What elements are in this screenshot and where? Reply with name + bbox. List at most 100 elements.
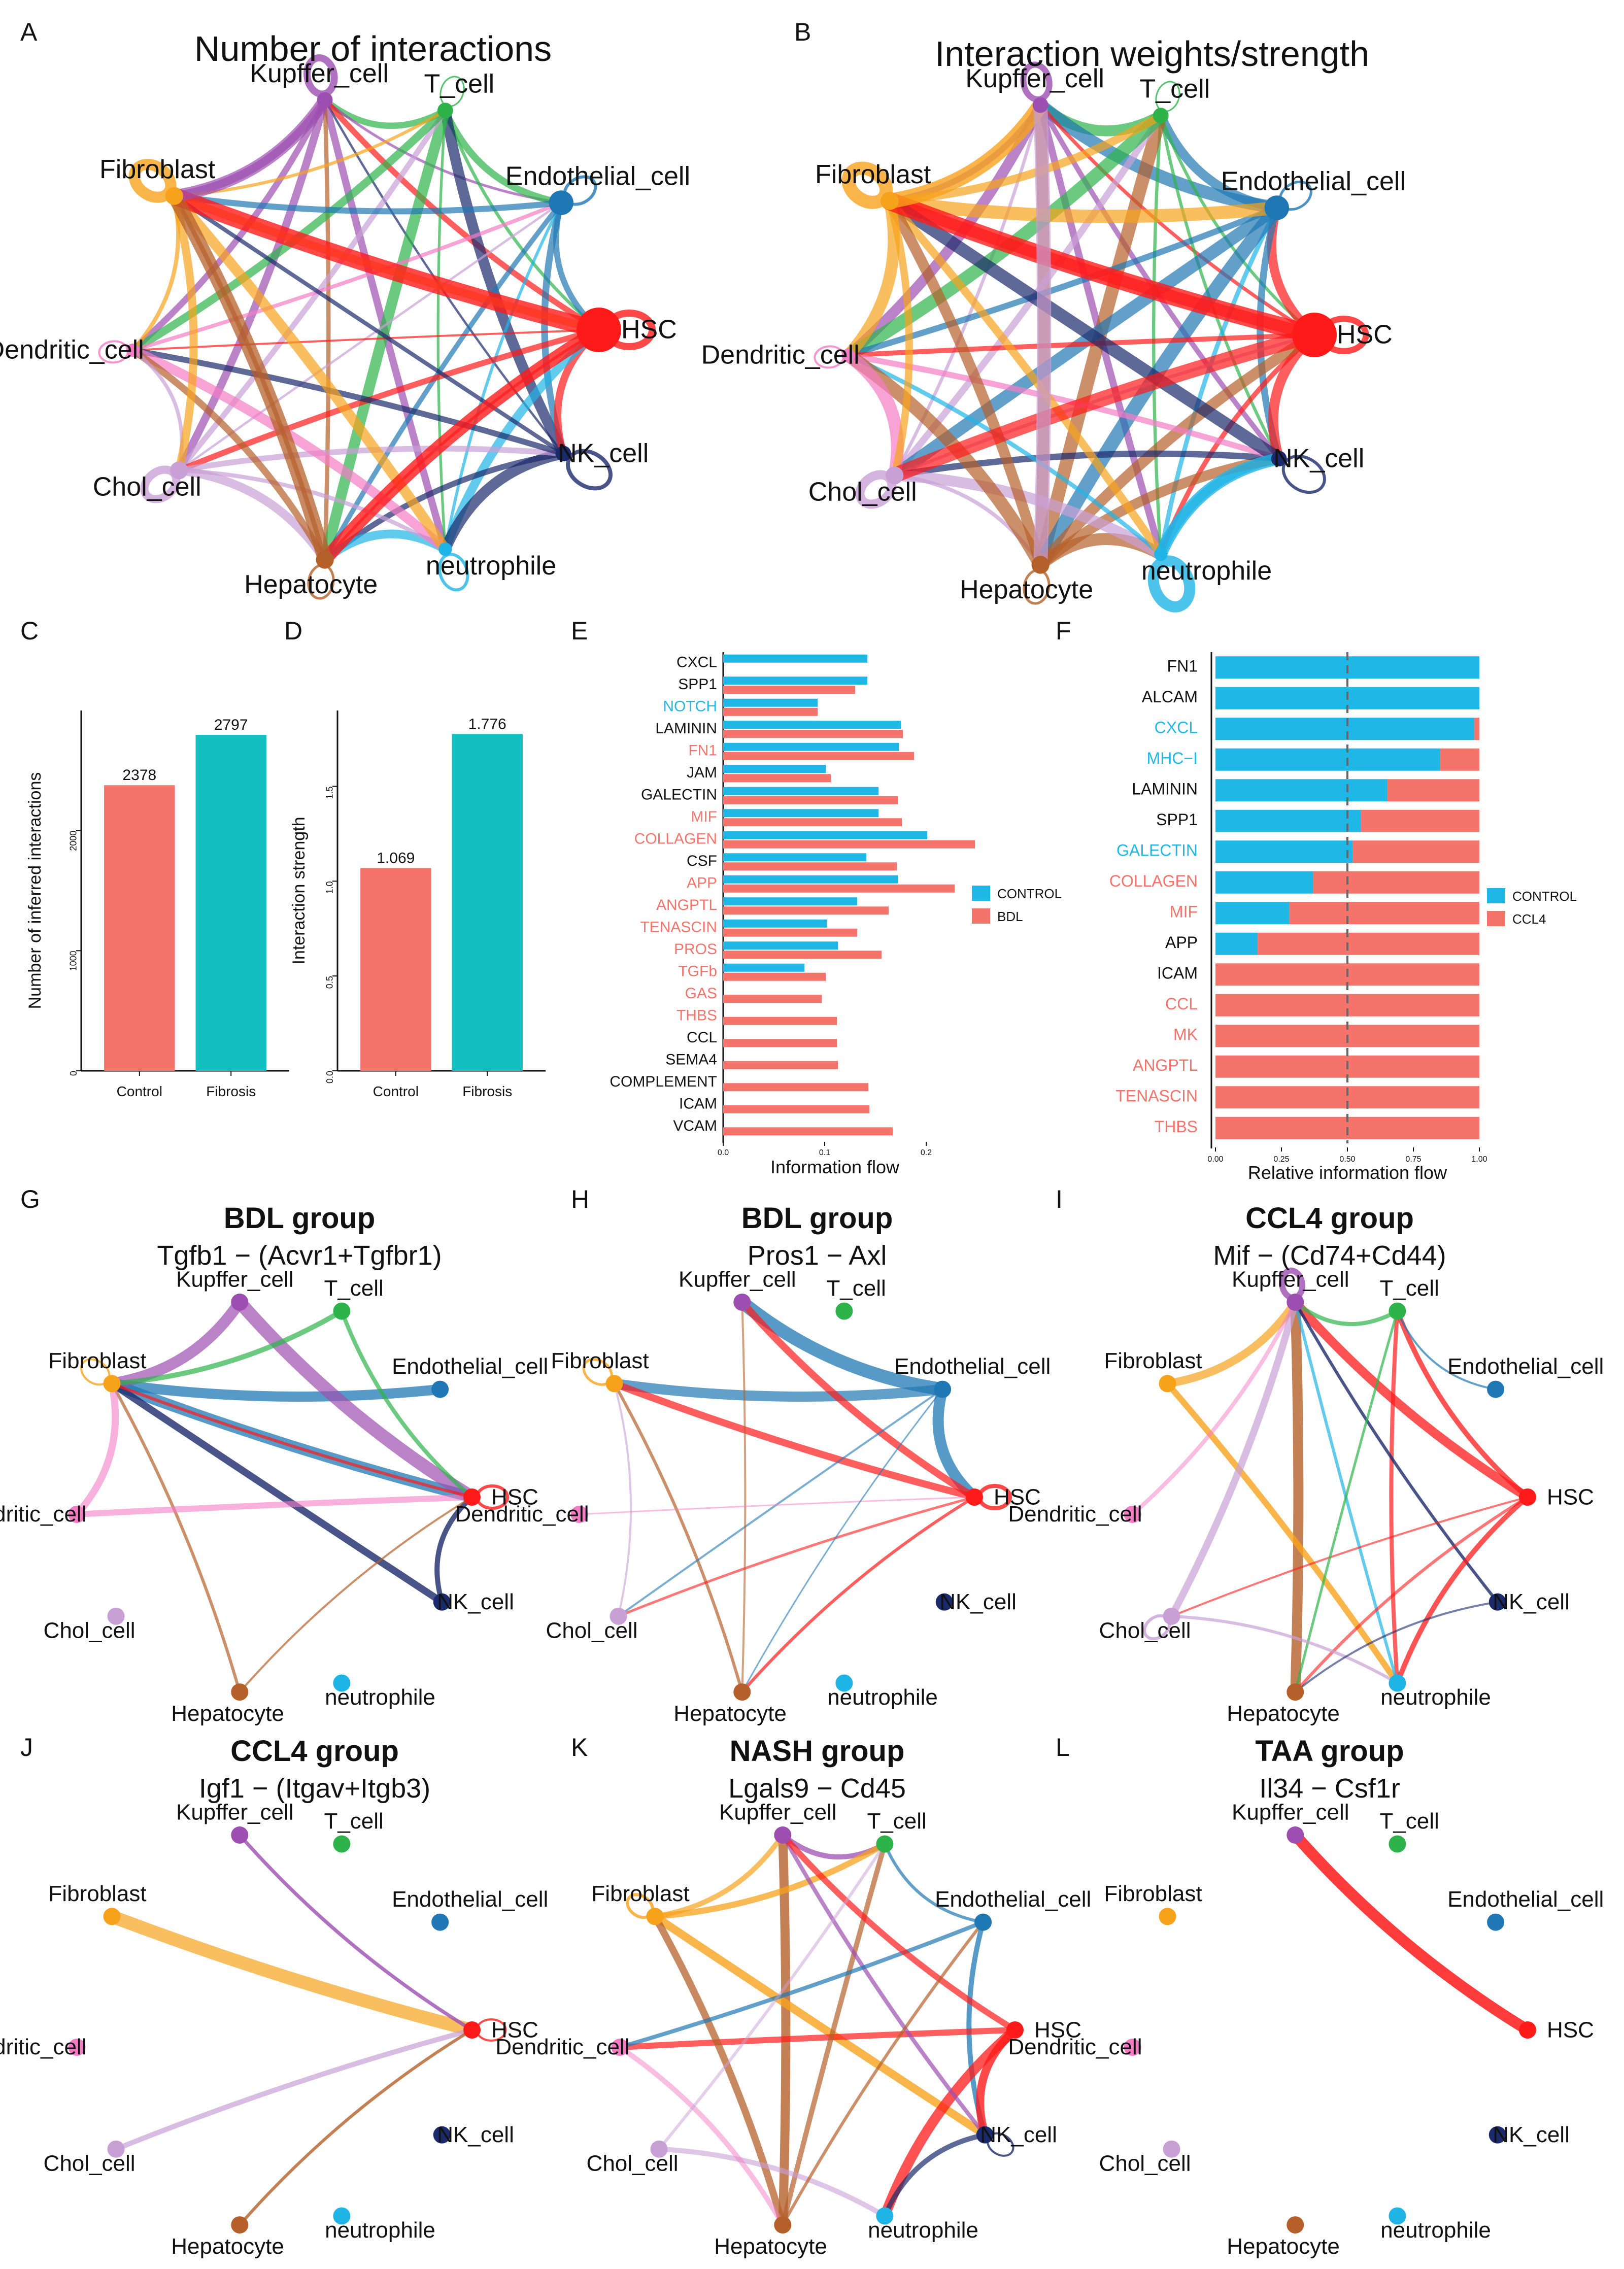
edge-t-cell-to-neutrophile (438, 111, 445, 550)
node-kupffer-cell (1287, 1294, 1304, 1311)
node-label-fibroblast: Fibroblast (48, 1348, 146, 1373)
bar-control-collagen (1215, 871, 1313, 894)
legend-swatch-bdl (972, 908, 990, 924)
category-label-icam: ICAM (1157, 964, 1198, 983)
x-tick-label: 1.00 (1471, 1155, 1487, 1164)
y-tick-label: 0 (69, 1071, 79, 1076)
node-label-endothelial-cell: Endothelial_cell (1447, 1354, 1604, 1379)
y-axis-label: Number of inferred interactions (25, 772, 45, 1009)
node-kupffer-cell (317, 92, 333, 108)
node-label-chol-cell: Chol_cell (44, 2151, 136, 2176)
node-label-endothelial-cell: Endothelial_cell (1447, 1887, 1604, 1912)
node-label-neutrophile: neutrophile (325, 1685, 435, 1710)
bar-value-label-control: 2378 (122, 767, 156, 784)
category-label-jam: JAM (687, 764, 717, 781)
node-label-chol-cell: Chol_cell (44, 1618, 136, 1643)
bar-control-galectin (1215, 840, 1352, 863)
panel-subtitle-l: Il34 − Csf1r (1259, 1773, 1400, 1804)
bar-bdl-app (723, 885, 955, 893)
node-label-fibroblast: Fibroblast (99, 155, 216, 184)
bar-control-mif (723, 809, 878, 817)
node-label-hsc: HSC (1547, 2017, 1594, 2042)
node-label-nk-cell: NK_cell (1273, 444, 1364, 473)
node-label-chol-cell: Chol_cell (546, 1618, 638, 1643)
bar-ccl4-collagen (1313, 871, 1479, 894)
bar-fibrosis (452, 734, 523, 1071)
node-label-nk-cell: NK_cell (1493, 2122, 1570, 2147)
category-label-angptl: ANGPTL (1133, 1056, 1198, 1074)
node-label-neutrophile: neutrophile (1380, 2218, 1491, 2243)
x-tick-label: 0.2 (921, 1148, 932, 1157)
bar-bdl-galectin (723, 796, 898, 804)
edge-fibroblast-to-nk-cell (655, 1916, 985, 2135)
category-label-spp1: SPP1 (678, 676, 717, 693)
category-label-cxcl: CXCL (1155, 719, 1198, 737)
panel-letter-g: G (20, 1185, 40, 1213)
bar-fibrosis (196, 735, 266, 1071)
category-label-cxcl: CXCL (676, 654, 717, 671)
y-tick-label: 1000 (69, 951, 79, 971)
node-label-endothelial-cell: Endothelial_cell (935, 1887, 1091, 1912)
bar-control-galectin (723, 787, 878, 795)
node-t-cell (1153, 108, 1169, 123)
y-tick-label: 2000 (69, 831, 79, 851)
x-tick-label: 0.00 (1207, 1155, 1223, 1164)
panel-subtitle-i: Mif − (Cd74+Cd44) (1213, 1240, 1446, 1271)
bar-control-cxcl (723, 655, 867, 663)
category-label-sema4: SEMA4 (665, 1052, 717, 1068)
node-label-fibroblast: Fibroblast (1104, 1881, 1202, 1906)
node-t-cell (1389, 1836, 1406, 1853)
bar-bdl-ccl (723, 1039, 837, 1047)
panel-subtitle-j: Igf1 − (Itgav+Itgb3) (199, 1773, 430, 1804)
panel-subtitle-h: Pros1 − Axl (748, 1240, 887, 1271)
edge-kupffer-cell-to-hsc (1295, 1302, 1528, 1497)
node-label-dendritic-cell: Dendritic_cell (455, 1502, 589, 1527)
node-t-cell (333, 1303, 350, 1320)
node-label-nk-cell: NK_cell (980, 2122, 1057, 2147)
legend-label-ccl4: CCL4 (1512, 911, 1546, 927)
node-kupffer-cell (231, 1294, 248, 1311)
bar-ccl4-cxcl (1474, 718, 1479, 740)
edge-dendritic-cell-to-hsc (77, 1497, 472, 1514)
category-label-mk: MK (1173, 1026, 1198, 1044)
edge-t-cell-to-neutrophile (1391, 1311, 1397, 1683)
node-label-t-cell: T_cell (867, 1809, 926, 1834)
bar-chart-e: ECXCLSPP1NOTCHLAMININFN1JAMGALECTINMIFCO… (571, 617, 1062, 1177)
category-label-mif: MIF (1170, 903, 1198, 921)
node-label-dendritic-cell: Dendritic_cell (1008, 1502, 1142, 1527)
category-label-ccl: CCL (687, 1029, 717, 1046)
panel-title-l: TAA group (1255, 1735, 1404, 1768)
bar-bdl-csf (723, 862, 897, 870)
edge-dendritic-cell-to-hsc (620, 2030, 1015, 2047)
node-label-nk-cell: NK_cell (939, 1589, 1017, 1614)
bar-chart-d: D0.00.51.01.5Interaction strength1.069Co… (284, 617, 546, 1099)
network-panel-b: Kupffer_cellT_cellEndothelial_cellHSCNK_… (701, 18, 1406, 612)
edge-t-cell-to-hsc (1397, 1311, 1528, 1497)
node-label-neutrophile: neutrophile (827, 1685, 938, 1710)
node-label-endothelial-cell: Endothelial_cell (392, 1354, 548, 1379)
category-label-tenascin: TENASCIN (1115, 1087, 1198, 1105)
bar-control-angptl (723, 897, 857, 905)
edge-kupffer-cell-to-hsc (1295, 1835, 1528, 2030)
panel-letter-k: K (571, 1733, 588, 1762)
node-label-endothelial-cell: Endothelial_cell (392, 1887, 548, 1912)
node-label-dendritic-cell: Dendritic_cell (701, 341, 860, 370)
node-label-hepatocyte: Hepatocyte (673, 1701, 787, 1726)
legend-label-control: CONTROL (997, 886, 1062, 901)
node-kupffer-cell (733, 1294, 751, 1311)
category-label-csf: CSF (687, 853, 717, 869)
category-label-vcam: VCAM (673, 1117, 717, 1134)
category-label-thbs: THBS (676, 1007, 717, 1024)
panel-letter-b: B (794, 18, 811, 46)
node-hepatocyte (316, 551, 334, 568)
legend-swatch-ccl4 (1487, 911, 1505, 926)
node-fibroblast (165, 187, 183, 205)
category-label-collagen: COLLAGEN (1109, 872, 1198, 890)
panel-letter-c: C (20, 617, 39, 645)
edge-dendritic-cell-to-hepatocyte (620, 2047, 783, 2225)
node-label-hepatocyte: Hepatocyte (960, 575, 1093, 604)
bar-chart-c: C 0 1000 2000 Number of inferred interaction… (20, 617, 289, 1099)
node-kupffer-cell (774, 1826, 791, 1844)
node-label-chol-cell: Chol_cell (1099, 1618, 1191, 1643)
node-t-cell (333, 1836, 350, 1853)
